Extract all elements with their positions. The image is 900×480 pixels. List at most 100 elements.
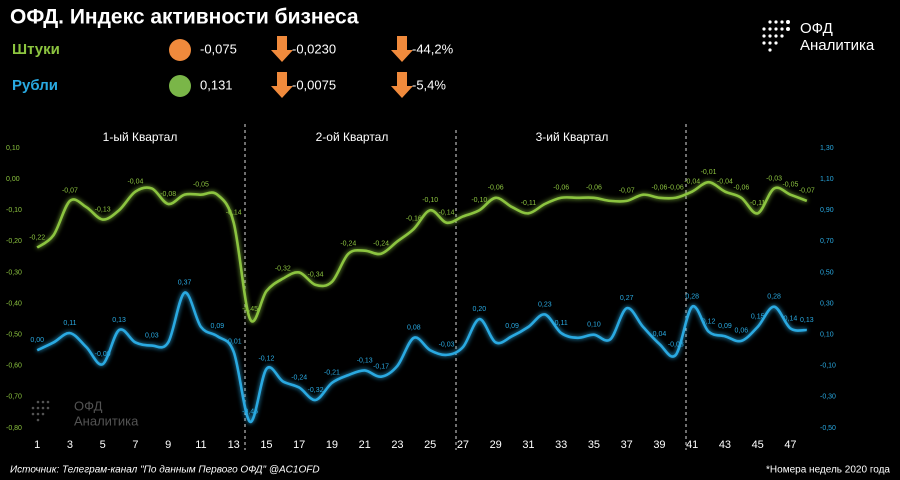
data-label: 0,09 bbox=[211, 323, 225, 330]
y-tick-label: -0,10 bbox=[6, 207, 22, 214]
brand-name: ОФД bbox=[800, 20, 833, 37]
data-label: -0,24 bbox=[291, 374, 307, 381]
data-label: -0,10 bbox=[471, 197, 487, 204]
data-label: 0,03 bbox=[145, 332, 159, 339]
x-tick-label: 35 bbox=[588, 439, 600, 451]
y2-tick-label: 0,70 bbox=[820, 238, 834, 245]
chart-title: ОФД. Индекс активности бизнеса bbox=[10, 6, 359, 29]
y2-tick-label: 0,30 bbox=[820, 300, 834, 307]
quarter-label: 2-ой Квартал bbox=[316, 130, 389, 144]
summary-change-pct: -44,2% bbox=[412, 41, 454, 56]
data-label: -0,07 bbox=[62, 188, 78, 195]
indicator-dot bbox=[169, 39, 191, 61]
data-label: -0,04 bbox=[717, 178, 733, 185]
y2-tick-label: -0,30 bbox=[820, 394, 836, 401]
data-label: 0,27 bbox=[620, 295, 634, 302]
data-label: 0,09 bbox=[718, 323, 732, 330]
x-tick-label: 29 bbox=[490, 439, 502, 451]
down-arrow bbox=[391, 36, 413, 62]
data-label: 0,37 bbox=[178, 280, 192, 287]
indicator-dot bbox=[169, 75, 191, 97]
data-label: -0,14 bbox=[439, 210, 455, 217]
x-tick-label: 37 bbox=[621, 439, 633, 451]
series-name: Штуки bbox=[12, 41, 60, 58]
data-label: 0,23 bbox=[538, 301, 552, 308]
data-label: -0,04 bbox=[684, 178, 700, 185]
summary-change: -0,0075 bbox=[292, 77, 336, 92]
data-label: -0,32 bbox=[308, 387, 324, 394]
watermark: ОФД Аналитика bbox=[31, 398, 139, 428]
summary-change-pct: -5,4% bbox=[412, 77, 446, 92]
y2-tick-label: 1,10 bbox=[820, 176, 834, 183]
data-label: 0,14 bbox=[784, 315, 798, 322]
y-tick-label: -0,80 bbox=[6, 425, 22, 432]
series-name: Рубли bbox=[12, 77, 58, 94]
y-tick-label: -0,30 bbox=[6, 269, 22, 276]
data-label: 0,12 bbox=[702, 318, 716, 325]
data-label: 0,11 bbox=[555, 320, 568, 327]
data-label: 0,04 bbox=[653, 331, 667, 338]
data-label: 0,11 bbox=[63, 320, 76, 327]
data-label: -0,22 bbox=[29, 234, 45, 241]
y-tick-label: 0,00 bbox=[6, 176, 20, 183]
down-arrow bbox=[271, 36, 293, 62]
data-label: -0,01 bbox=[701, 169, 717, 176]
data-label: -0,07 bbox=[799, 188, 815, 195]
data-label: -0,06 bbox=[733, 185, 749, 192]
x-tick-label: 23 bbox=[391, 439, 403, 451]
watermark-text: ОФД bbox=[74, 398, 103, 413]
data-label: -0,13 bbox=[95, 206, 111, 213]
data-label: -0,08 bbox=[160, 191, 176, 198]
data-label: -0,06 bbox=[668, 185, 684, 192]
x-tick-label: 9 bbox=[165, 439, 171, 451]
x-tick-label: 47 bbox=[784, 439, 796, 451]
data-label: 0,15 bbox=[751, 314, 765, 321]
data-label: -0,03 bbox=[766, 175, 782, 182]
data-label: 0,09 bbox=[505, 323, 519, 330]
y-tick-label: -0,20 bbox=[6, 238, 22, 245]
series-line bbox=[36, 180, 808, 323]
y-tick-label: 0,10 bbox=[6, 145, 20, 152]
x-tick-label: 3 bbox=[67, 439, 73, 451]
data-label: -0,04 bbox=[127, 178, 143, 185]
data-label: -0,12 bbox=[258, 356, 274, 363]
summary: Штуки -0,075 -0,0230 -44,2% Рубли 0,131 -0,007… bbox=[12, 36, 454, 98]
down-arrow bbox=[391, 72, 413, 98]
data-label: 0,08 bbox=[407, 325, 421, 332]
x-tick-label: 45 bbox=[752, 439, 764, 451]
x-tick-label: 41 bbox=[686, 439, 698, 451]
x-tick-label: 25 bbox=[424, 439, 436, 451]
data-label: 0,13 bbox=[112, 317, 126, 324]
x-tick-label: 7 bbox=[132, 439, 138, 451]
x-tick-label: 27 bbox=[457, 439, 469, 451]
y2-tick-label: 0,10 bbox=[820, 332, 834, 339]
x-tick-label: 33 bbox=[555, 439, 567, 451]
y-tick-label: -0,60 bbox=[6, 363, 22, 370]
data-label: -0,32 bbox=[275, 266, 291, 273]
data-label: -0,17 bbox=[373, 364, 389, 371]
y2-tick-label: 0,50 bbox=[820, 269, 834, 276]
logo: ОФД Аналитика bbox=[762, 20, 875, 54]
data-label: -0,06 bbox=[553, 185, 569, 192]
data-label: -0,24 bbox=[340, 241, 356, 248]
x-tick-label: 43 bbox=[719, 439, 731, 451]
data-label: -0,06 bbox=[488, 185, 504, 192]
data-label: -0,11 bbox=[750, 200, 766, 207]
x-tick-label: 11 bbox=[195, 439, 206, 451]
data-label: -0,46 bbox=[242, 409, 258, 416]
source: Источник: Телеграм-канал "По данным Перв… bbox=[10, 465, 320, 476]
footnote: *Номера недель 2020 года bbox=[766, 465, 890, 476]
y2-tick-label: 0,90 bbox=[820, 207, 834, 214]
summary-change: -0,0230 bbox=[292, 41, 336, 56]
data-label: -0,01 bbox=[226, 339, 242, 346]
x-tick-label: 19 bbox=[326, 439, 338, 451]
y-tick-label: -0,70 bbox=[6, 394, 22, 401]
data-label: -0,09 bbox=[95, 351, 111, 358]
data-label: -0,05 bbox=[193, 182, 209, 189]
series-line bbox=[36, 291, 807, 424]
x-tick-label: 5 bbox=[100, 439, 106, 451]
data-label: -0,13 bbox=[357, 357, 373, 364]
